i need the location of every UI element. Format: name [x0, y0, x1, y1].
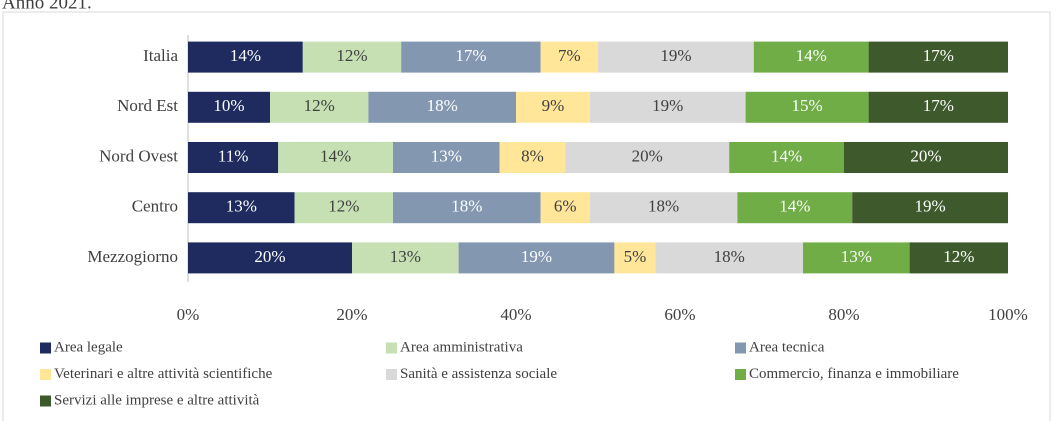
x-tick-label: 20% [336, 305, 367, 324]
value-label: 7% [558, 46, 581, 65]
legend-label: Area amministrativa [400, 339, 523, 355]
bar-segment [188, 192, 295, 224]
bar-segment [589, 192, 738, 224]
value-label: 6% [554, 197, 577, 216]
value-label: 14% [230, 46, 261, 65]
bar-segment [852, 192, 1008, 224]
value-label: 12% [336, 46, 367, 65]
value-label: 17% [455, 46, 486, 65]
x-tick-label: 60% [664, 305, 695, 324]
bar-segment [729, 142, 844, 173]
value-label: 14% [779, 197, 810, 216]
value-label: 14% [771, 146, 802, 165]
value-label: 11% [218, 146, 249, 165]
legend-swatch [40, 342, 51, 354]
chart-frame [2, 11, 1051, 421]
bar-segment [188, 142, 279, 173]
legend-swatch [40, 395, 51, 407]
bar-segment [868, 41, 1008, 73]
value-label: 18% [427, 96, 458, 115]
value-label: 12% [304, 96, 335, 115]
value-label: 5% [624, 247, 647, 266]
value-label: 18% [648, 197, 679, 216]
bar-segment [614, 242, 656, 274]
bar-segment [516, 91, 590, 123]
value-label: 10% [213, 96, 244, 115]
value-label: 19% [660, 46, 691, 65]
bar-segment [589, 91, 746, 123]
value-label: 20% [910, 146, 941, 165]
bar-segment [302, 41, 402, 73]
value-label: 15% [792, 96, 823, 115]
y-tick-label: Mezzogiorno [87, 247, 178, 266]
value-label: 19% [915, 197, 946, 216]
x-tick-label: 40% [500, 305, 531, 324]
value-label: 13% [841, 247, 872, 266]
bar-segment [458, 242, 615, 274]
value-label: 13% [431, 146, 462, 165]
bar-segment [188, 242, 352, 274]
bar-segment [352, 242, 459, 274]
value-label: 8% [521, 146, 544, 165]
legend-label: Commercio, finanza e immobiliare [749, 366, 959, 382]
bar-segment [540, 41, 598, 73]
x-tick-label: 80% [828, 305, 859, 324]
bar-segment [294, 192, 393, 224]
bar-segment [753, 41, 869, 73]
y-tick-label: Centro [132, 197, 178, 216]
bar-segment [909, 242, 1008, 274]
bar-segment [655, 242, 803, 274]
legend-label: Area tecnica [749, 339, 825, 355]
value-label: 14% [796, 46, 827, 65]
bar-segment [368, 91, 516, 123]
bar-segment [393, 192, 541, 224]
value-label: 13% [226, 197, 257, 216]
value-label: 13% [390, 247, 421, 266]
bar-segment [270, 91, 369, 123]
bar-segment [868, 91, 1008, 123]
y-tick-label: Nord Ovest [99, 146, 178, 165]
bar-segment [844, 142, 1008, 173]
legend-swatch [386, 342, 397, 354]
legend-label: Sanità e assistenza sociale [400, 366, 557, 382]
bar-segment [393, 142, 500, 173]
legend-swatch [40, 369, 51, 380]
value-label: 12% [328, 197, 359, 216]
bar-segment [598, 41, 754, 73]
bar-segment [278, 142, 393, 173]
subtitle: Anno 2021. [2, 0, 92, 13]
legend-label: Servizi alle imprese e altre attività [54, 392, 260, 408]
bar-segment [565, 142, 730, 173]
value-label: 18% [714, 247, 745, 266]
value-label: 12% [943, 247, 974, 266]
bar-segment [737, 192, 853, 224]
value-label: 17% [923, 96, 954, 115]
bar-segment [188, 41, 303, 73]
y-tick-label: Nord Est [117, 96, 178, 115]
x-tick-label: 100% [988, 305, 1028, 324]
legend-swatch [735, 342, 746, 354]
bar-segment [188, 91, 270, 123]
bar-segment [499, 142, 566, 173]
value-label: 14% [320, 146, 351, 165]
legend-swatch [735, 369, 746, 380]
x-tick-label: 0% [177, 305, 200, 324]
value-label: 17% [923, 46, 954, 65]
y-tick-label: Italia [143, 46, 178, 65]
value-label: 19% [652, 96, 683, 115]
legend-label: Veterinari e altre attività scientifiche [54, 366, 273, 382]
value-label: 19% [521, 247, 552, 266]
value-label: 18% [451, 197, 482, 216]
value-label: 20% [632, 146, 663, 165]
bar-segment [745, 91, 869, 123]
bar-segment [540, 192, 590, 224]
bar-segment [803, 242, 910, 274]
value-label: 20% [254, 247, 285, 266]
legend-label: Area legale [54, 339, 123, 355]
value-label: 9% [542, 96, 565, 115]
bar-segment [401, 41, 541, 73]
legend-swatch [386, 369, 397, 380]
